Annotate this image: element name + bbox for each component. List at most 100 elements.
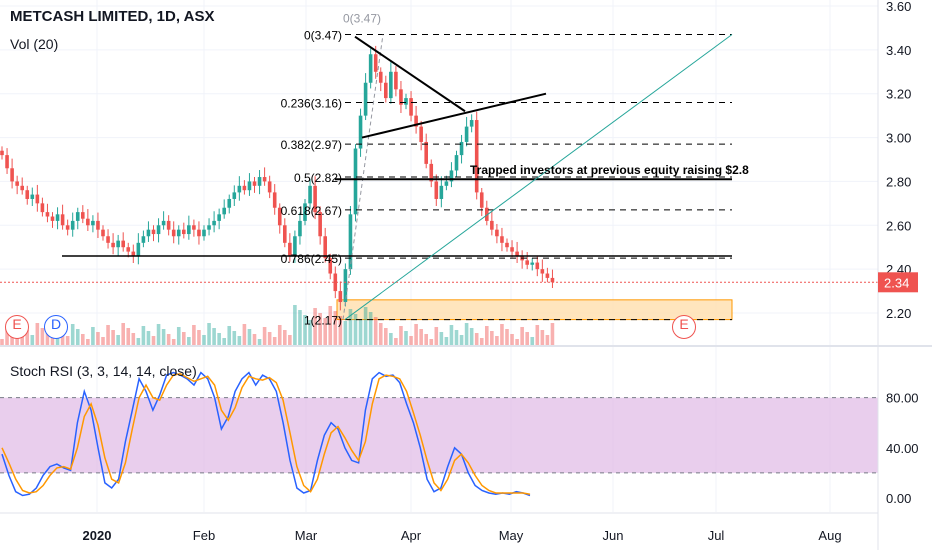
volume-bar xyxy=(272,337,277,345)
candle-body xyxy=(192,225,196,230)
volume-bar xyxy=(25,330,30,345)
volume-bar xyxy=(45,333,50,345)
volume-bar xyxy=(166,334,171,345)
time-tick-label: Jun xyxy=(603,528,624,543)
volume-bar xyxy=(515,339,519,345)
volume-bar xyxy=(368,312,373,345)
volume-bar xyxy=(298,310,302,345)
candle-body xyxy=(237,185,242,193)
time-tick-label: 2020 xyxy=(83,528,112,543)
candle-body xyxy=(479,192,484,208)
candle-body xyxy=(444,181,449,186)
volume-bar xyxy=(303,315,307,345)
candle-body xyxy=(277,207,282,226)
candle-body xyxy=(126,247,131,252)
volume-bar xyxy=(65,336,70,345)
volume-bar xyxy=(81,334,85,345)
price-tick-label: 3.00 xyxy=(886,131,911,146)
price-tick-label: 2.20 xyxy=(886,306,911,321)
candles xyxy=(0,45,555,311)
volume-bar xyxy=(404,331,408,345)
volume-bar xyxy=(91,327,95,345)
volume-bar xyxy=(308,320,312,345)
earnings-event-marker-upcoming[interactable]: E xyxy=(672,315,696,339)
time-tick-label: Apr xyxy=(401,528,422,543)
candle-body xyxy=(399,89,403,105)
candle-body xyxy=(35,194,40,204)
volume-bar xyxy=(530,337,535,345)
triangle-lower-line xyxy=(361,92,547,139)
dividend-event-marker[interactable]: D xyxy=(44,315,68,339)
candle-body xyxy=(272,192,277,208)
candle-body xyxy=(545,273,550,278)
volume-bar xyxy=(207,323,211,345)
volume-bar xyxy=(353,314,358,345)
candle-body xyxy=(40,203,45,213)
candle-body xyxy=(25,190,30,199)
volume-bar xyxy=(500,324,504,345)
volume-bar xyxy=(106,325,110,345)
candle-body xyxy=(409,98,413,116)
volume-bar xyxy=(338,316,343,345)
candle-body xyxy=(81,212,85,219)
volume-bar xyxy=(30,335,35,345)
volume-bar xyxy=(247,329,252,345)
volume-bar xyxy=(111,330,115,345)
volume-bar xyxy=(444,337,449,345)
volume-bar xyxy=(540,330,545,345)
last-price-badge xyxy=(878,272,918,293)
volume-bar xyxy=(378,323,383,345)
stoch-tick-label: 80.00 xyxy=(886,391,919,406)
candle-body xyxy=(323,236,327,259)
volume-bar xyxy=(156,324,161,345)
volume-bar xyxy=(424,334,428,345)
volume-bar xyxy=(495,336,499,345)
volume-bar xyxy=(464,323,469,345)
support-zone xyxy=(336,299,733,321)
candle-body xyxy=(358,115,363,149)
candle-body xyxy=(525,260,529,265)
volume-bar xyxy=(434,327,439,345)
fib-level-label: 0.382(2.97) xyxy=(281,138,342,152)
fib-trend-line xyxy=(342,34,384,320)
stoch-band xyxy=(0,397,878,473)
stoch-series-d xyxy=(1,373,531,495)
candle-body xyxy=(303,203,307,221)
volume-bar xyxy=(535,325,540,345)
candle-body xyxy=(469,120,474,127)
earnings-event-marker[interactable]: E xyxy=(5,315,29,339)
candle-body xyxy=(389,71,393,99)
volume-bar xyxy=(459,335,464,345)
volume-bar xyxy=(545,335,550,345)
stoch-rsi-label: Stoch RSI (3, 3, 14, 14, close) xyxy=(10,363,197,379)
candle-body xyxy=(394,71,398,90)
candle-body xyxy=(308,185,312,204)
candle-body xyxy=(267,181,272,193)
fib-level-label: 0.236(3.16) xyxy=(281,96,342,110)
support-zone-rect xyxy=(336,299,733,321)
volume-bar xyxy=(520,327,524,345)
candle-body xyxy=(212,220,216,226)
candle-body xyxy=(176,229,181,237)
fibonacci-levels: 0(3.47) 0.236(3.16) 0.382(2.97) 0.5(2.82) 0.… xyxy=(281,12,732,328)
volume-bar xyxy=(86,339,90,345)
stoch-tick-label: 40.00 xyxy=(886,441,919,456)
volume-bar xyxy=(479,338,484,345)
candle-body xyxy=(449,170,454,182)
candle-body xyxy=(111,242,115,248)
candle-body xyxy=(429,163,434,182)
volume-bar xyxy=(277,325,282,345)
volume-bar xyxy=(116,335,120,345)
candle-body xyxy=(293,236,297,256)
fib-level-label: 0.5(2.82) xyxy=(294,171,342,185)
volume-bar xyxy=(232,331,237,345)
volume-bar xyxy=(15,337,19,345)
trend-lines xyxy=(0,34,878,320)
candle-body xyxy=(510,247,514,252)
volume-bar xyxy=(151,336,156,345)
volume-bar xyxy=(121,323,125,345)
candle-body xyxy=(505,242,509,248)
candle-body xyxy=(247,181,252,191)
candle-body xyxy=(318,212,322,237)
